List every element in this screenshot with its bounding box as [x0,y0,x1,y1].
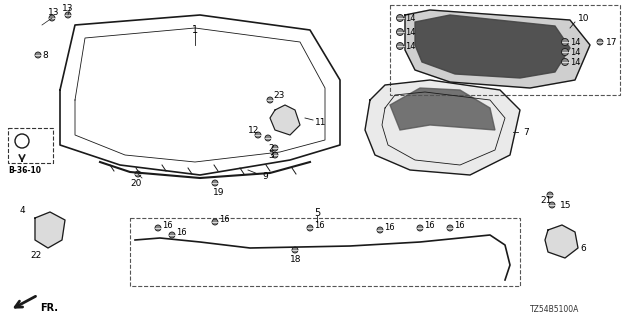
Text: 20: 20 [130,179,141,188]
Circle shape [135,171,141,177]
Circle shape [265,135,271,141]
Circle shape [255,132,261,138]
Text: 16: 16 [454,220,465,229]
Text: 2: 2 [268,143,274,153]
Circle shape [169,232,175,238]
Text: 6: 6 [580,244,586,252]
Text: 23: 23 [273,91,284,100]
Text: 8: 8 [42,51,48,60]
Text: 14: 14 [570,58,580,67]
Text: FR.: FR. [40,303,58,313]
Text: 17: 17 [606,37,618,46]
Circle shape [49,15,55,21]
Text: 3: 3 [268,150,274,159]
Circle shape [561,49,568,55]
Text: 22: 22 [30,251,41,260]
Text: 18: 18 [290,255,301,265]
Circle shape [597,39,603,45]
Text: TZ54B5100A: TZ54B5100A [530,306,579,315]
Text: 7: 7 [523,127,529,137]
Bar [130,218,520,286]
Text: B-36-10: B-36-10 [8,165,41,174]
Circle shape [212,219,218,225]
Polygon shape [365,80,520,175]
Circle shape [212,180,218,186]
Bar [390,5,620,95]
Text: 14: 14 [405,42,415,51]
Circle shape [417,225,423,231]
Circle shape [397,43,403,50]
Bar [8,128,53,163]
Text: 21: 21 [540,196,552,204]
Text: 16: 16 [314,220,324,229]
Circle shape [292,247,298,253]
Circle shape [272,145,278,151]
Polygon shape [545,225,578,258]
Text: 5: 5 [314,208,320,218]
Text: 4: 4 [20,205,26,214]
Text: 16: 16 [162,220,173,229]
Circle shape [561,59,568,66]
Text: 9: 9 [262,172,268,180]
Polygon shape [270,105,300,135]
Circle shape [397,14,403,21]
Text: 13: 13 [48,7,60,17]
Text: 12: 12 [248,125,259,134]
Text: 13: 13 [62,4,74,12]
Text: 16: 16 [424,220,435,229]
Polygon shape [390,88,495,130]
Polygon shape [415,15,570,78]
Text: 10: 10 [578,13,589,22]
Circle shape [307,225,313,231]
Circle shape [272,152,278,158]
Circle shape [377,227,383,233]
Text: 19: 19 [213,188,225,196]
Text: 14: 14 [570,47,580,57]
Circle shape [549,202,555,208]
Circle shape [397,28,403,36]
Text: 14: 14 [405,28,415,36]
Circle shape [547,192,553,198]
Text: 16: 16 [219,214,230,223]
Polygon shape [405,10,590,88]
Circle shape [65,12,71,18]
Circle shape [155,225,161,231]
Text: 14: 14 [405,13,415,22]
Text: 16: 16 [176,228,187,236]
Text: 15: 15 [560,201,572,210]
Polygon shape [35,212,65,248]
Text: 11: 11 [315,117,326,126]
Circle shape [267,97,273,103]
Circle shape [35,52,41,58]
Text: 16: 16 [384,222,395,231]
Text: 1: 1 [192,25,198,35]
Text: 14: 14 [570,37,580,46]
Circle shape [447,225,453,231]
Circle shape [561,38,568,45]
